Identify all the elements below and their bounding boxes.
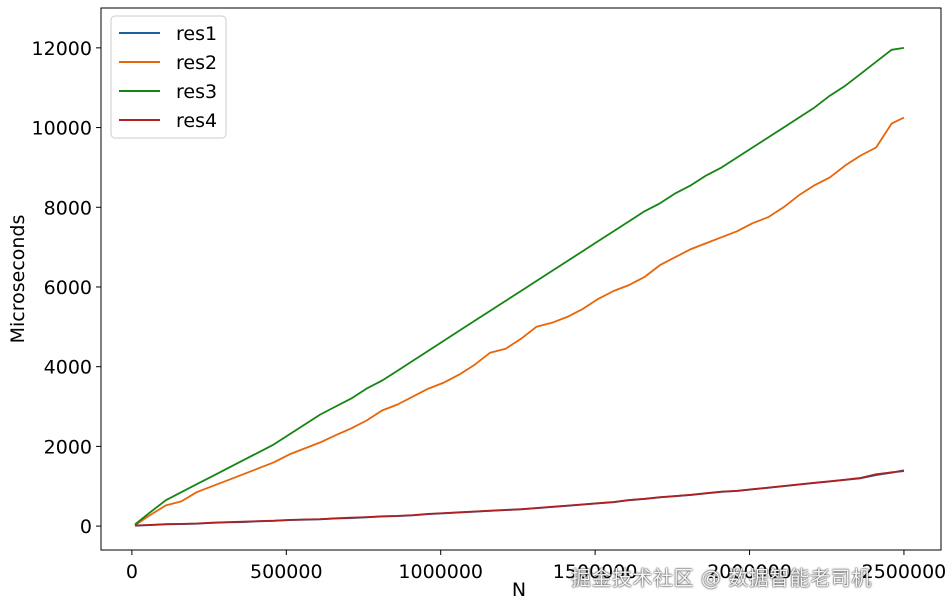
y-tick-label: 2000 xyxy=(44,436,92,458)
series-line-res3 xyxy=(134,47,905,526)
legend-box xyxy=(110,15,227,139)
x-tick-label: 1500000 xyxy=(553,561,638,583)
y-tick-label: 0 xyxy=(80,516,92,538)
legend-label-res1: res1 xyxy=(176,23,217,45)
series-line-res2 xyxy=(134,116,905,527)
x-tick-label: 1000000 xyxy=(398,561,483,583)
legend: res1 res2 res3 res4 xyxy=(110,15,227,139)
legend-label-res2: res2 xyxy=(176,52,217,74)
x-tick-label: 2500000 xyxy=(862,561,947,583)
x-tick-label: 2000000 xyxy=(707,561,792,583)
y-axis-title: Microseconds xyxy=(7,215,29,344)
x-tick-label: 0 xyxy=(126,561,138,583)
series-line-res4 xyxy=(134,470,904,527)
legend-label-res3: res3 xyxy=(176,81,217,103)
series-layer xyxy=(134,47,905,527)
y-tick-label: 8000 xyxy=(44,197,92,219)
ticks-layer: 0 500000 1000000 1500000 2000000 2500000 0 2000… xyxy=(32,38,947,583)
legend-label-res4: res4 xyxy=(176,110,217,132)
plot-area xyxy=(100,7,942,551)
y-tick-label: 6000 xyxy=(44,277,92,299)
y-tick-label: 12000 xyxy=(32,38,92,60)
y-tick-label: 4000 xyxy=(44,357,92,379)
watermark-text: 掘金技术社区 @ 数据智能老司机 xyxy=(571,566,872,590)
x-tick-label: 500000 xyxy=(250,561,323,583)
x-axis-title: N xyxy=(512,579,526,601)
y-tick-label: 10000 xyxy=(32,118,92,140)
